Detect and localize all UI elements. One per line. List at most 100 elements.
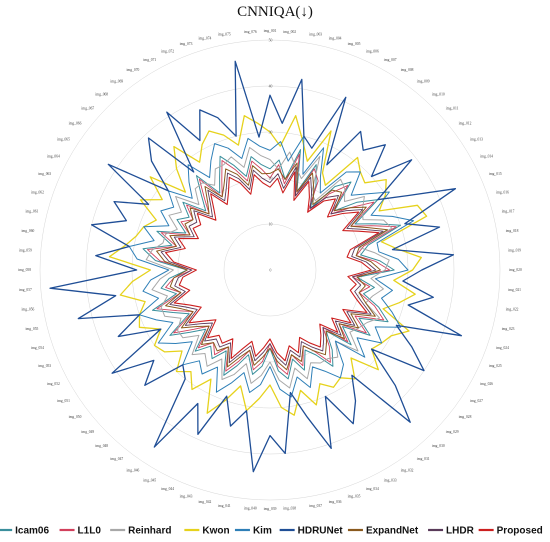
category-label: img_015 — [489, 172, 502, 176]
grid-ring — [223, 223, 317, 317]
category-label: img_005 — [348, 42, 361, 46]
series-line-expandnet — [156, 162, 388, 371]
series-line-reinhard — [145, 147, 393, 389]
category-label: img_059 — [19, 249, 32, 253]
category-label: img_066 — [69, 121, 82, 125]
category-label: img_042 — [199, 500, 212, 504]
ring-tick-label: 50 — [269, 39, 273, 43]
ring-tick-label: 0 — [270, 269, 272, 273]
category-label: img_041 — [218, 504, 231, 508]
legend: Icam06 L1L0 Reinhard Kwon Kim HDRUNet ExpandNe… — [0, 526, 543, 537]
category-label: img_002 — [283, 30, 296, 34]
category-label: img_004 — [329, 37, 342, 41]
category-label: img_048 — [95, 444, 108, 448]
legend-label-hdrunet: HDRUNet — [298, 526, 344, 537]
category-label: img_017 — [502, 210, 515, 214]
category-label: img_044 — [161, 487, 174, 491]
legend-label-kim: Kim — [253, 526, 272, 537]
category-label: img_014 — [480, 154, 493, 158]
category-label: img_001 — [264, 29, 277, 33]
category-label: img_057 — [19, 288, 32, 292]
category-label: img_030 — [432, 444, 445, 448]
category-label: img_058 — [18, 268, 31, 272]
category-label: img_023 — [502, 327, 515, 331]
category-label: img_040 — [244, 506, 257, 510]
category-label: img_008 — [401, 68, 414, 72]
category-label: img_016 — [496, 191, 509, 195]
category-label: img_047 — [110, 457, 123, 461]
category-label: img_075 — [218, 33, 231, 37]
category-label: img_054 — [31, 346, 44, 350]
legend-label-proposed: Proposed — [497, 526, 543, 537]
category-label: img_045 — [143, 478, 156, 482]
category-label: img_003 — [309, 33, 322, 37]
category-label: img_022 — [506, 308, 519, 312]
category-label: img_050 — [69, 415, 82, 419]
legend-label-lhdr: LHDR — [446, 526, 475, 537]
ring-labels: 0 10 20 30 40 50 — [269, 39, 273, 273]
series-group — [49, 60, 463, 473]
category-label: img_036 — [329, 500, 342, 504]
ring-tick-label: 30 — [269, 131, 273, 135]
category-label: img_031 — [417, 457, 430, 461]
category-label: img_056 — [22, 308, 35, 312]
category-label: img_072 — [161, 49, 174, 53]
category-label: img_018 — [506, 229, 519, 233]
category-label: img_020 — [509, 268, 522, 272]
category-label: img_069 — [110, 80, 123, 84]
legend-label-kwon: Kwon — [202, 526, 229, 537]
category-label: img_037 — [309, 504, 322, 508]
category-label: img_051 — [57, 399, 70, 403]
category-label: img_012 — [459, 121, 472, 125]
ring-tick-label: 10 — [269, 223, 273, 227]
category-label: img_039 — [264, 507, 277, 511]
series-line-kim — [128, 135, 415, 398]
series-line-proposed — [165, 171, 380, 362]
category-label: img_046 — [127, 468, 140, 472]
category-label: img_049 — [81, 430, 94, 434]
ring-tick-label: 40 — [269, 85, 273, 89]
category-label: img_065 — [57, 138, 70, 142]
category-label: img_019 — [508, 249, 521, 253]
category-label: img_011 — [446, 106, 459, 110]
category-label: img_071 — [143, 58, 156, 62]
category-label: img_061 — [26, 210, 39, 214]
category-label: img_007 — [384, 58, 397, 62]
category-label: img_067 — [81, 106, 94, 110]
category-label: img_055 — [26, 327, 39, 331]
legend-label-icam06: Icam06 — [15, 526, 49, 537]
chart-title: CNNIQA(↓) — [237, 4, 313, 20]
legend-label-expandnet: ExpandNet — [366, 526, 419, 537]
ring-tick-label: 20 — [269, 177, 273, 181]
category-label: img_032 — [401, 468, 414, 472]
category-label: img_060 — [22, 229, 35, 233]
category-label: img_068 — [95, 92, 108, 96]
category-label: img_006 — [366, 49, 379, 53]
legend-label-l1l0: L1L0 — [78, 526, 102, 537]
category-label: img_076 — [244, 30, 257, 34]
category-label: img_029 — [446, 430, 459, 434]
series-line-lhdr — [160, 166, 384, 366]
category-label: img_064 — [47, 154, 60, 158]
category-label: img_053 — [38, 364, 51, 368]
series-line-hdrunet — [49, 60, 463, 473]
category-label: img_052 — [47, 382, 60, 386]
category-label: img_033 — [384, 478, 397, 482]
category-label: img_043 — [180, 494, 193, 498]
category-label: img_010 — [432, 92, 445, 96]
category-label: img_035 — [348, 494, 361, 498]
spoke-labels: img_001 img_002 img_003 img_004 img_005 img_0… — [18, 29, 522, 511]
category-label: img_013 — [470, 138, 483, 142]
category-label: img_009 — [417, 80, 430, 84]
category-label: img_038 — [283, 506, 296, 510]
category-label: img_034 — [366, 487, 379, 491]
grid-ring — [39, 39, 501, 501]
category-label: img_021 — [508, 288, 521, 292]
category-label: img_027 — [470, 399, 483, 403]
category-label: img_025 — [489, 364, 502, 368]
category-label: img_062 — [31, 191, 44, 195]
category-label: img_070 — [127, 68, 140, 72]
category-label: img_073 — [180, 42, 193, 46]
category-label: img_024 — [496, 346, 509, 350]
